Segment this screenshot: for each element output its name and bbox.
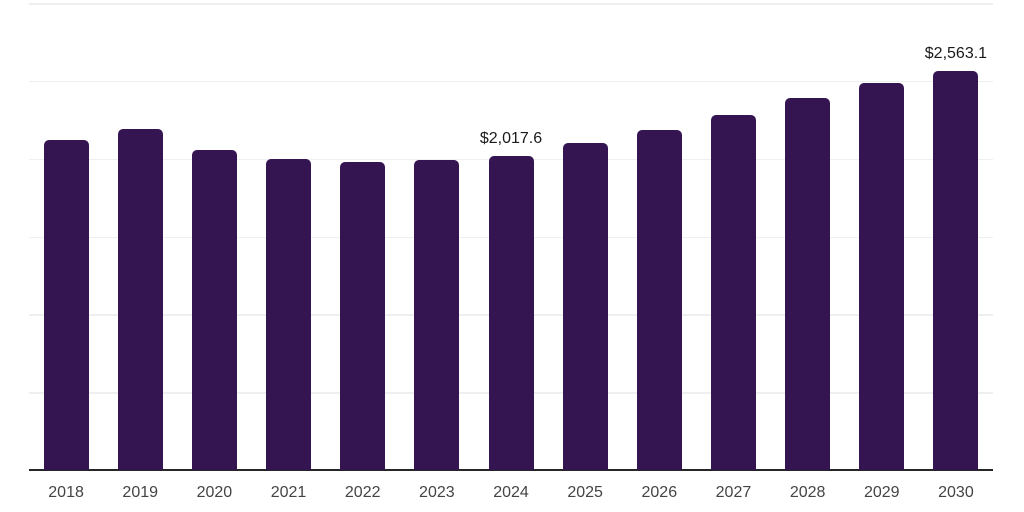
x-tick-label-2019: 2019 <box>122 484 159 501</box>
data-label-2024: $2,017.6 <box>479 129 543 147</box>
x-tick-label-2021: 2021 <box>270 484 307 501</box>
x-tick-label-2022: 2022 <box>344 484 381 501</box>
bar-2029[interactable] <box>859 82 905 470</box>
bar-2025[interactable] <box>562 142 608 470</box>
bar-2020[interactable] <box>191 149 237 470</box>
x-tick-label-2029: 2029 <box>863 484 900 501</box>
bar-2026[interactable] <box>636 130 682 470</box>
x-tick-label-2023: 2023 <box>419 484 455 501</box>
x-tick-label-2020: 2020 <box>196 484 233 501</box>
bar-2027[interactable] <box>710 114 756 470</box>
bar-2030[interactable] <box>933 71 979 470</box>
x-tick-label-2026: 2026 <box>641 484 678 501</box>
bar-2022[interactable] <box>340 161 386 470</box>
x-tick-label-2030: 2030 <box>938 484 974 501</box>
plot-area: $2,017.6 $2,563.1 <box>29 3 993 471</box>
x-tick-label-2024: 2024 <box>493 484 529 501</box>
bar-2021[interactable] <box>266 158 312 470</box>
x-tick-label-2018: 2018 <box>48 484 84 501</box>
x-tick-label-2025: 2025 <box>567 484 603 501</box>
bar-2028[interactable] <box>785 97 831 470</box>
data-label-2030: $2,563.1 <box>924 45 988 63</box>
bar-2023[interactable] <box>414 160 460 470</box>
x-tick-label-2027: 2027 <box>715 484 752 501</box>
bar-2019[interactable] <box>117 128 163 470</box>
gridline <box>29 80 993 83</box>
gridline <box>29 3 993 5</box>
x-tick-label-2028: 2028 <box>789 484 826 501</box>
x-axis-line <box>29 469 993 471</box>
bar-2024[interactable] <box>488 155 534 470</box>
bar-2018[interactable] <box>43 140 89 470</box>
